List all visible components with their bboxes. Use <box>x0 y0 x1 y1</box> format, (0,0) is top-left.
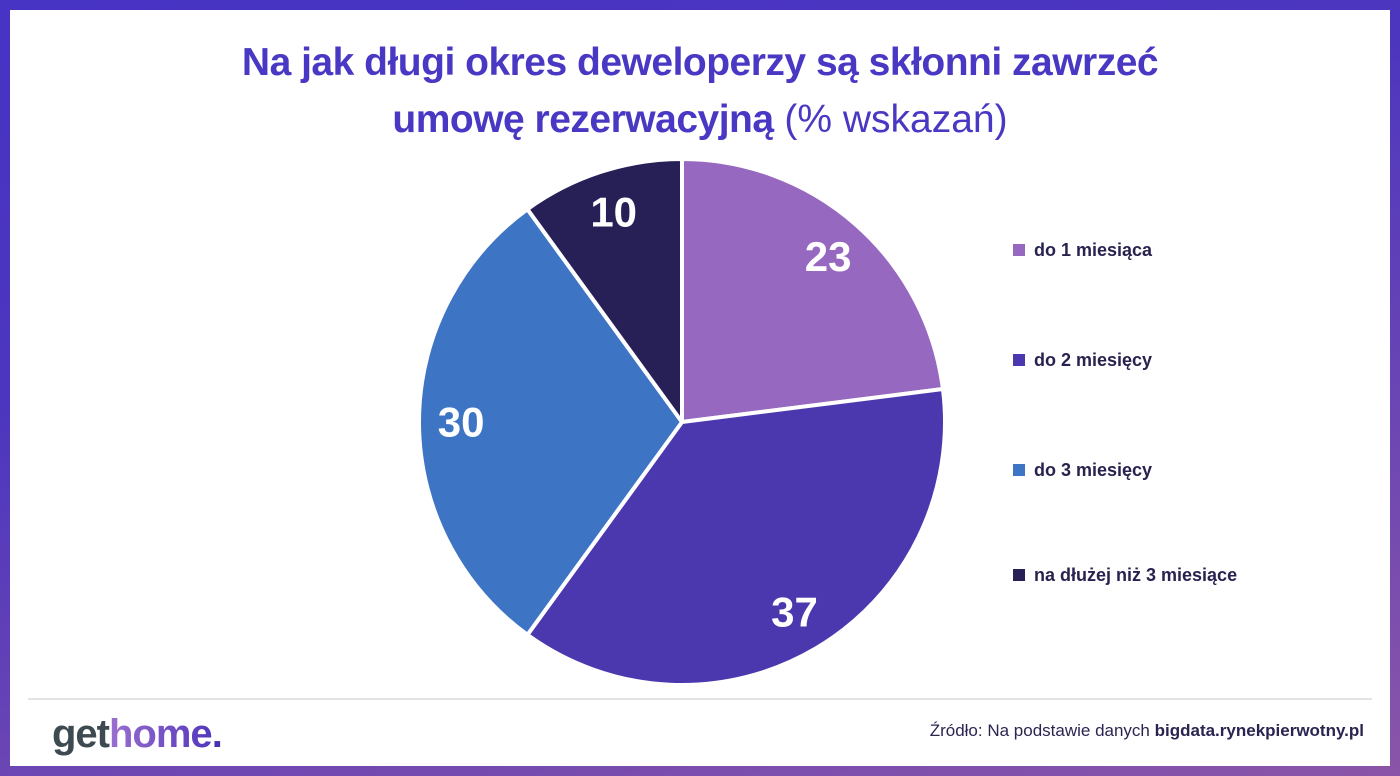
legend-swatch-4 <box>1013 569 1025 581</box>
slice-value-label-2: 37 <box>771 589 818 636</box>
logo-text-home: home <box>109 712 213 756</box>
legend-item-3: do 3 miesięcy <box>1013 459 1152 481</box>
pie-slice-2 <box>525 387 947 687</box>
source-prefix: Źródło: Na podstawie danych <box>929 721 1155 740</box>
gethome-logo: gethome. <box>52 712 223 757</box>
legend-label-4: na dłużej niż 3 miesiące <box>1034 564 1238 585</box>
chart-title-line2-bold: umowę rezerwacyjną <box>392 98 774 141</box>
pie-slice-4 <box>525 157 684 424</box>
pie-slice-1 <box>680 157 945 424</box>
pie-slice-3 <box>417 207 684 637</box>
legend-swatch-1 <box>1013 244 1025 256</box>
chart-title-line1: Na jak długi okres deweloperzy są skłonn… <box>241 41 1159 84</box>
source-text: Źródło: Na podstawie danych bigdata.ryne… <box>930 721 1364 741</box>
slice-value-label-4: 10 <box>590 188 637 235</box>
logo-text-dot: . <box>211 712 223 756</box>
slice-value-label-3: 30 <box>438 399 485 446</box>
chart-title: Na jak długi okres deweloperzy są skłonn… <box>10 34 1390 148</box>
pie-chart-container: 23 37 30 10 <box>402 142 962 702</box>
logo-text-get: get <box>52 712 110 756</box>
chart-legend: do 1 miesiąca do 2 miesięcy do 3 miesięcy n… <box>1013 10 1373 670</box>
footer-divider <box>28 698 1372 700</box>
legend-swatch-2 <box>1013 354 1025 366</box>
legend-item-1: do 1 miesiąca <box>1013 239 1152 261</box>
legend-swatch-3 <box>1013 464 1025 476</box>
legend-label-2: do 2 miesięcy <box>1034 349 1153 370</box>
infographic-canvas: Na jak długi okres deweloperzy są skłonn… <box>10 10 1390 766</box>
slice-value-label-1: 23 <box>805 233 852 280</box>
pie-chart: 23 37 30 10 <box>417 157 947 687</box>
legend-item-4: na dłużej niż 3 miesiące <box>1013 564 1237 586</box>
legend-item-2: do 2 miesięcy <box>1013 349 1152 371</box>
source-domain: bigdata.rynekpierwotny.pl <box>1154 721 1364 740</box>
chart-title-line2-light: (% wskazań) <box>773 98 1008 141</box>
legend-label-3: do 3 miesięcy <box>1034 459 1153 480</box>
legend-label-1: do 1 miesiąca <box>1034 239 1153 260</box>
